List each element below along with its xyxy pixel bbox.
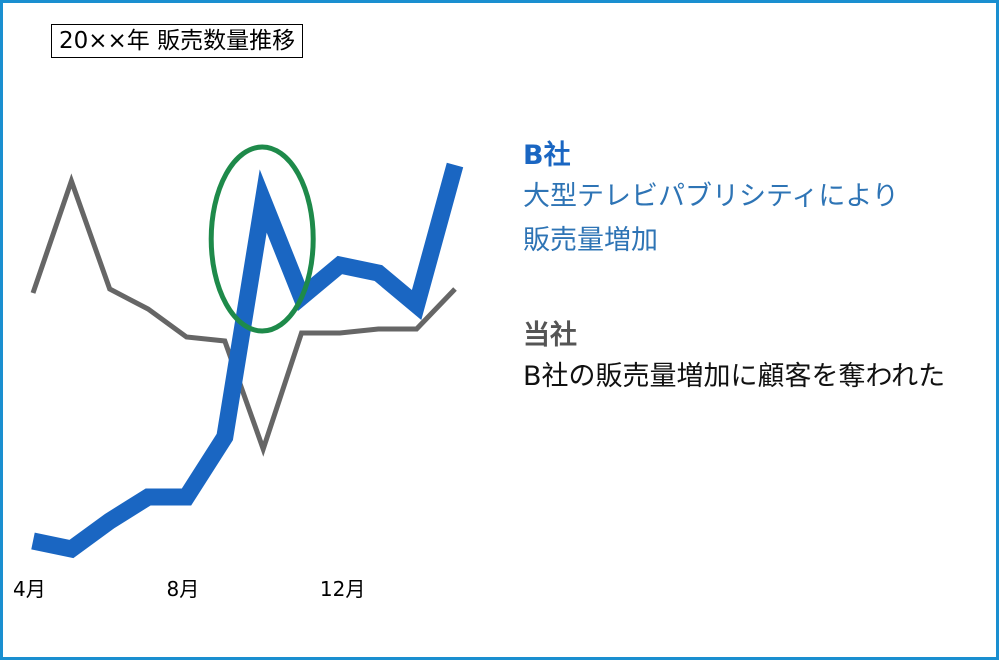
annotation-ours-body: B社の販売量増加に顧客を奪われた [523, 355, 945, 399]
highlight-ellipse [208, 144, 316, 334]
annotation-b-line: 大型テレビパブリシティにより [523, 181, 899, 212]
annotation-ours-line: B社の販売量増加に顧客を奪われた [523, 361, 946, 392]
x-tick-label: 12月 [320, 577, 365, 601]
x-tick-label: 8月 [167, 577, 200, 601]
annotation-b-body: 大型テレビパブリシティにより 販売量増加 [523, 175, 899, 263]
series-line-ours [30, 173, 457, 457]
annotation-b-heading: B社 [523, 140, 571, 171]
chart-title: 20××年 販売数量推移 [51, 24, 304, 58]
annotation-ours-heading: 当社 [523, 320, 577, 351]
x-tick-label: 4月 [13, 577, 46, 601]
series-line-b [31, 162, 464, 559]
annotation-b-line: 販売量増加 [523, 225, 658, 256]
sales-line-chart: 4月 8月 12月 [13, 144, 464, 601]
